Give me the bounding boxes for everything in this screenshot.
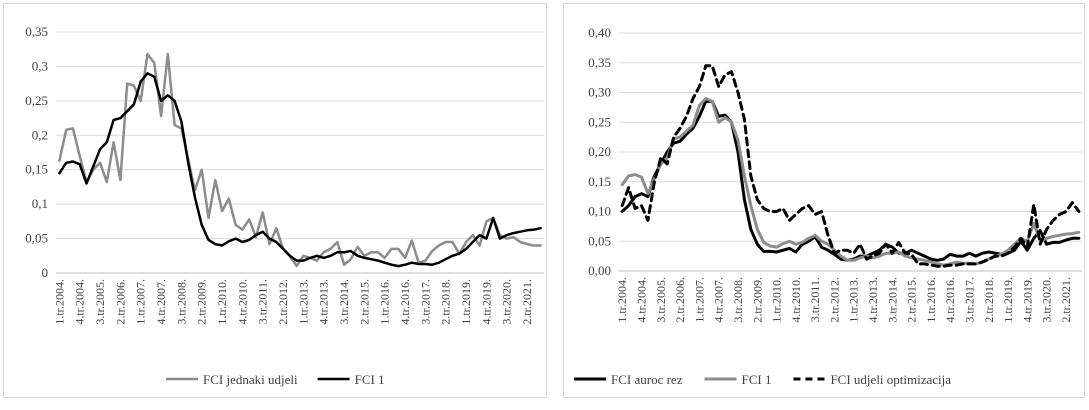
x-tick-label: 3.tr.2008. bbox=[731, 277, 745, 323]
x-tick-label: 4.tr.2019. bbox=[1020, 277, 1034, 323]
x-tick-label: 1.tr.2019. bbox=[1001, 277, 1015, 323]
y-tick-label: 0,2 bbox=[32, 127, 48, 142]
x-tick-label: 2.tr.2006. bbox=[113, 279, 127, 325]
y-tick-label: 0,40 bbox=[588, 25, 611, 40]
y-tick-label: 0,05 bbox=[25, 231, 48, 246]
x-tick-label: 1.tr.2013. bbox=[296, 279, 310, 325]
x-tick-label: 4.tr.2007. bbox=[154, 279, 168, 325]
x-tick-label: 2.tr.2015. bbox=[357, 279, 371, 325]
series-line-1 bbox=[58, 72, 542, 268]
x-tick-label: 4.tr.2019. bbox=[479, 279, 493, 325]
x-tick-label: 1.tr.2007. bbox=[134, 279, 148, 325]
legend-label: FCI auroc rez bbox=[611, 372, 683, 387]
x-tick-label: 4.tr.2004. bbox=[73, 279, 87, 325]
x-tick-label: 1.tr.2016. bbox=[378, 279, 392, 325]
x-tick-label: 2.tr.2021. bbox=[520, 279, 534, 325]
legend-label: FCI jednaki udjeli bbox=[203, 372, 298, 387]
x-tick-label: 3.tr.2005. bbox=[654, 277, 668, 323]
x-tick-label: 1.tr.2010. bbox=[215, 279, 229, 325]
y-tick-label: 0,00 bbox=[588, 263, 611, 278]
x-tick-label: 3.tr.2020. bbox=[500, 279, 514, 325]
legend-label: FCI 1 bbox=[741, 372, 771, 387]
y-tick-label: 0,30 bbox=[588, 85, 611, 100]
legend-label: FCI udjeli optimizacija bbox=[830, 372, 951, 387]
x-tick-label: 4.tr.2010. bbox=[235, 279, 249, 325]
y-tick-label: 0,20 bbox=[588, 144, 611, 159]
y-tick-label: 0,1 bbox=[32, 196, 48, 211]
x-tick-label: 3.tr.2020. bbox=[1040, 277, 1054, 323]
y-tick-label: 0,15 bbox=[588, 174, 611, 189]
x-tick-label: 2.tr.2021. bbox=[1059, 277, 1073, 323]
x-tick-label: 2.tr.2012. bbox=[276, 279, 290, 325]
y-tick-label: 0,35 bbox=[588, 55, 611, 70]
x-tick-label: 4.tr.2016. bbox=[943, 277, 957, 323]
x-tick-label: 3.tr.2014. bbox=[885, 277, 899, 323]
y-tick-label: 0,25 bbox=[25, 93, 48, 108]
x-tick-label: 4.tr.2010. bbox=[789, 277, 803, 323]
x-tick-label: 1.tr.2010. bbox=[770, 277, 784, 323]
x-tick-label: 3.tr.2008. bbox=[174, 279, 188, 325]
x-tick-label: 4.tr.2007. bbox=[712, 277, 726, 323]
x-tick-label: 3.tr.2011. bbox=[808, 277, 822, 322]
x-tick-label: 2.tr.2009. bbox=[195, 279, 209, 325]
x-tick-label: 4.tr.2013. bbox=[317, 279, 331, 325]
chart-left-svg: 0 0,05 0,1 0,15 0,2 0,25 0,3 0,35 1.tr.2004. 4.tr… bbox=[25, 24, 544, 387]
series-line-2 bbox=[620, 64, 1081, 268]
x-tick-label: 4.tr.2013. bbox=[866, 277, 880, 323]
x-tick-label: 1.tr.2004. bbox=[52, 279, 66, 325]
y-tick-label: 0,35 bbox=[25, 24, 48, 39]
legend-label: FCI 1 bbox=[355, 372, 385, 387]
y-tick-label: 0,10 bbox=[588, 204, 611, 219]
x-tick-label: 3.tr.2005. bbox=[93, 279, 107, 325]
x-tick-label: 2.tr.2012. bbox=[827, 277, 841, 323]
x-tick-label: 1.tr.2004. bbox=[615, 277, 629, 323]
chart-right-svg: 0,00 0,05 0,10 0,15 0,20 0,25 0,30 0,35 0,40 1.tr… bbox=[574, 25, 1082, 387]
chart-fci-jednaki-udjeli: 0 0,05 0,1 0,15 0,2 0,25 0,3 0,35 1.tr.2004. 4.tr… bbox=[3, 3, 547, 398]
series-line-0 bbox=[58, 52, 542, 268]
x-tick-label: 1.tr.2013. bbox=[847, 277, 861, 323]
y-tick-label: 0,05 bbox=[588, 233, 611, 248]
x-tick-label: 3.tr.2011. bbox=[256, 279, 270, 324]
x-tick-label: 4.tr.2004. bbox=[635, 277, 649, 323]
x-tick-label: 2.tr.2009. bbox=[750, 277, 764, 323]
x-tick-label: 2.tr.2018. bbox=[982, 277, 996, 323]
x-tick-label: 2.tr.2006. bbox=[673, 277, 687, 323]
x-tick-label: 3.tr.2017. bbox=[962, 277, 976, 323]
x-tick-label: 2.tr.2015. bbox=[905, 277, 919, 323]
x-tick-label: 3.tr.2017. bbox=[418, 279, 432, 325]
y-tick-label: 0,15 bbox=[25, 162, 48, 177]
x-tick-label: 1.tr.2016. bbox=[924, 277, 938, 323]
series-line-0 bbox=[620, 99, 1081, 262]
y-tick-label: 0 bbox=[42, 265, 49, 280]
x-tick-label: 1.tr.2007. bbox=[692, 277, 706, 323]
x-tick-label: 4.tr.2016. bbox=[398, 279, 412, 325]
x-tick-label: 2.tr.2018. bbox=[439, 279, 453, 325]
series-line-1 bbox=[620, 97, 1081, 267]
x-tick-label: 3.tr.2014. bbox=[337, 279, 351, 325]
y-tick-label: 0,3 bbox=[32, 58, 48, 73]
chart-fci-optimizacija: 0,00 0,05 0,10 0,15 0,20 0,25 0,30 0,35 0,40 1.tr… bbox=[563, 3, 1085, 398]
y-tick-label: 0,25 bbox=[588, 114, 611, 129]
x-tick-label: 1.tr.2019. bbox=[459, 279, 473, 325]
